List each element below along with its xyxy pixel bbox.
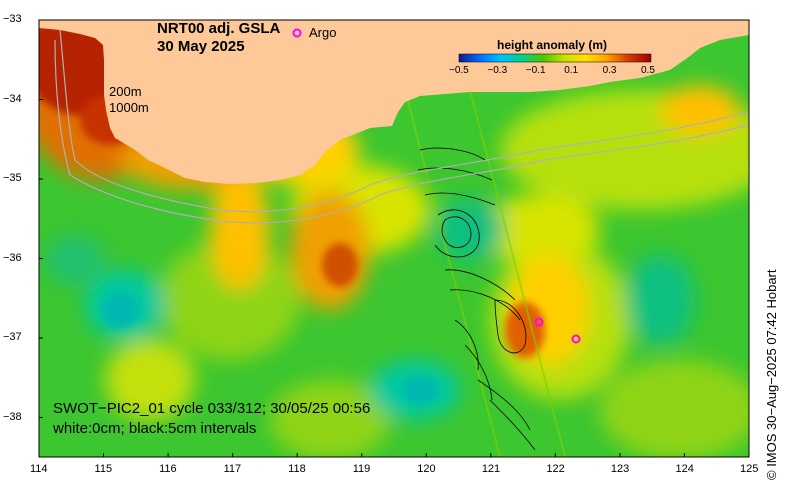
axis-ticks [38, 19, 750, 457]
colorbar-tick-label: −0.3 [487, 65, 508, 76]
argo-legend-label: Argo [309, 25, 337, 40]
isobath-1000-label: 1000m [109, 100, 149, 115]
colorbar-label: height anomaly (m) [497, 38, 608, 52]
lon-tick-label: 121 [481, 463, 501, 475]
lon-tick-label: 119 [352, 463, 371, 475]
map-date: 30 May 2025 [157, 38, 245, 55]
lon-tick-label: 122 [546, 463, 565, 475]
lat-tick-label: −38 [3, 410, 22, 423]
lat-tick-label: −34 [3, 92, 22, 105]
swot-contour-note: white:0cm; black:5cm intervals [53, 420, 257, 437]
lon-tick-label: 120 [417, 463, 436, 475]
anomaly-field [39, 20, 749, 457]
lat-tick-label: −33 [3, 13, 22, 25]
isobaths [54, 29, 749, 224]
colorbar-tick-label: −0.1 [525, 65, 546, 76]
isobath-200-label: 200m [109, 84, 142, 99]
argo-float [571, 334, 581, 344]
lon-tick-label: 124 [675, 463, 694, 475]
lon-tick-label: 115 [94, 463, 113, 475]
colorbar-tick-label: 0.1 [564, 65, 579, 76]
swot-caption: SWOT−PIC2_01 cycle 033/312; 30/05/25 00:… [53, 400, 371, 417]
colorbar-tick-label: 0.5 [641, 65, 655, 76]
lon-tick-label: 116 [159, 463, 177, 475]
lat-tick-label: −35 [3, 172, 22, 184]
lon-tick-label: 123 [610, 463, 630, 475]
argo-float [534, 317, 544, 327]
lon-tick-label: 117 [223, 463, 242, 475]
lon-tick-label: 125 [740, 463, 759, 475]
plot-frame [38, 19, 750, 458]
colorbar-tick-label: 0.3 [602, 65, 617, 76]
lat-tick-label: −36 [3, 251, 22, 264]
colorbar-tick-label: −0.5 [449, 65, 469, 76]
credit-text: © IMOS 30−Aug−2025 07:42 Hobart [764, 269, 779, 481]
argo-markers [534, 317, 581, 344]
map-title: NRT00 adj. GSLA [157, 20, 281, 37]
swot-contours [417, 147, 536, 451]
lon-tick-label: 118 [288, 463, 306, 475]
colorbar [458, 53, 652, 63]
lon-tick-label: 114 [30, 463, 48, 475]
argo-legend-icon [292, 28, 302, 38]
lat-tick-label: −37 [3, 331, 22, 343]
